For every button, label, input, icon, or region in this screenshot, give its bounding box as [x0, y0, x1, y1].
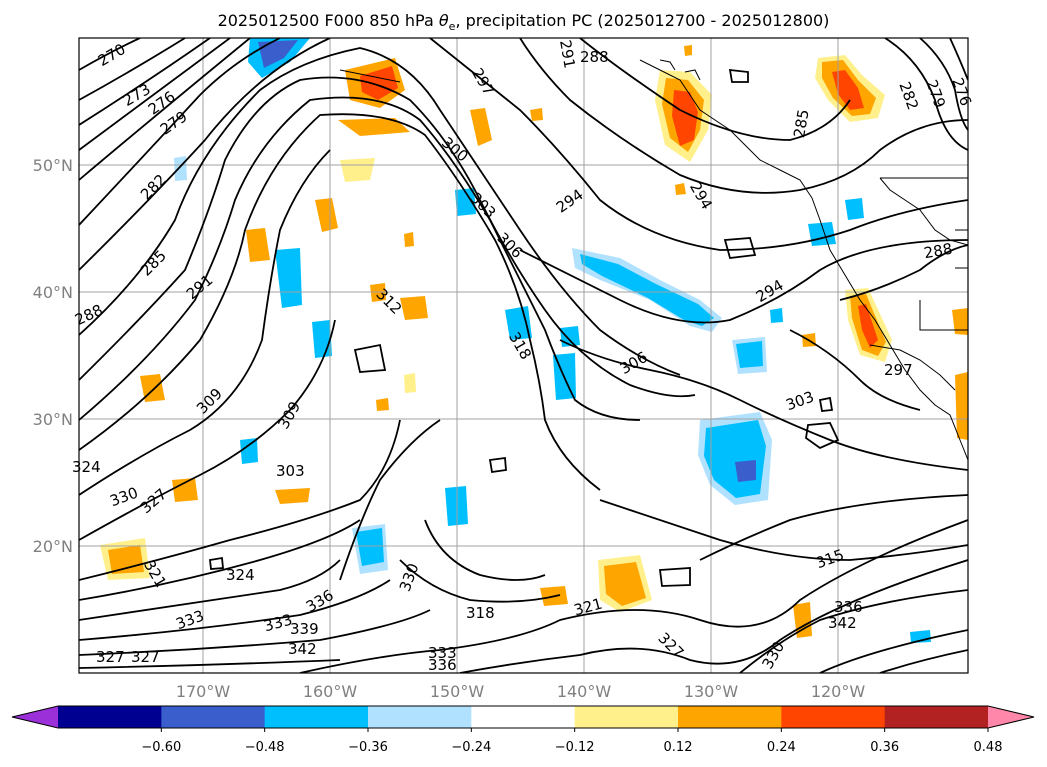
- colorbar-extend-max: [988, 706, 1034, 728]
- lon-label: 140°W: [557, 682, 612, 701]
- lon-label: 130°W: [684, 682, 739, 701]
- lon-label: 170°W: [176, 682, 231, 701]
- lon-axis-labels: 170°W 160°W 150°W 140°W 130°W 120°W: [176, 682, 866, 701]
- colorbar-tick-label: 0.12: [664, 740, 693, 755]
- colorbar-tick-label: 0.36: [870, 740, 899, 755]
- colorbar-tick-label: −0.48: [245, 740, 285, 755]
- colorbar-box: [471, 706, 576, 728]
- colorbar-box: [574, 706, 679, 728]
- colorbar-tick-label: 0.48: [974, 740, 1003, 755]
- contour-label: 336: [428, 656, 457, 674]
- lon-label: 150°W: [430, 682, 485, 701]
- colorbar-ticks: −0.60 −0.48 −0.36 −0.24 −0.12 0.12 0.24 0.36 0.4…: [141, 728, 1003, 755]
- contour-label: 297: [884, 361, 913, 379]
- contour-label: 324: [72, 458, 101, 476]
- colorbar-tick-label: −0.12: [555, 740, 595, 755]
- colorbar-box: [264, 706, 369, 728]
- lon-label: 120°W: [811, 682, 866, 701]
- colorbar-box: [368, 706, 472, 728]
- colorbar-extend-min: [12, 706, 58, 728]
- plot-area: [79, 38, 968, 673]
- contour-label: 318: [466, 604, 495, 622]
- contour-label: 291: [556, 38, 579, 69]
- colorbar-tick-label: −0.60: [141, 740, 181, 755]
- colorbar-box: [161, 706, 266, 728]
- colorbar-box: [678, 706, 782, 728]
- colorbar: −0.60 −0.48 −0.36 −0.24 −0.12 0.12 0.24 0.36 0.4…: [11, 705, 1035, 755]
- lat-label: 40°N: [33, 283, 73, 302]
- theta-e-contours: [79, 38, 968, 673]
- coastlines: [339, 59, 968, 461]
- contour-label: 339: [290, 620, 319, 638]
- contour-label: 327: [131, 648, 160, 666]
- colorbar-boxes: [58, 706, 989, 728]
- colorbar-box: [884, 706, 989, 728]
- lat-label: 30°N: [33, 410, 73, 429]
- positive-precip-shading: [100, 45, 968, 638]
- map-title: 2025012500 F000 850 hPa θe, precipitatio…: [217, 11, 830, 34]
- lat-label: 20°N: [33, 537, 73, 556]
- contour-label: 303: [276, 462, 305, 480]
- contour-label: 336: [834, 598, 863, 616]
- colorbar-tick-label: −0.36: [348, 740, 388, 755]
- lon-label: 160°W: [303, 682, 358, 701]
- colorbar-box: [58, 706, 162, 728]
- colorbar-tick-label: 0.24: [767, 740, 796, 755]
- contour-label: 285: [790, 108, 813, 139]
- colorbar-outline: [11, 705, 1035, 729]
- lat-axis-labels: 50°N 40°N 30°N 20°N: [33, 156, 73, 556]
- contour-label: 288: [922, 240, 953, 263]
- graticule: [79, 38, 968, 673]
- contour-label: 342: [828, 614, 857, 632]
- lat-label: 50°N: [33, 156, 73, 175]
- colorbar-box: [781, 706, 886, 728]
- contour-label: 333: [428, 644, 457, 662]
- negative-precip-shading: [174, 38, 931, 643]
- plot-frame: [78, 37, 969, 674]
- contour-label: 327: [96, 648, 125, 666]
- contour-label: 324: [226, 566, 255, 584]
- contour-label: 342: [288, 640, 317, 658]
- colorbar-tick-label: −0.24: [451, 740, 491, 755]
- contour-label: 288: [580, 48, 609, 66]
